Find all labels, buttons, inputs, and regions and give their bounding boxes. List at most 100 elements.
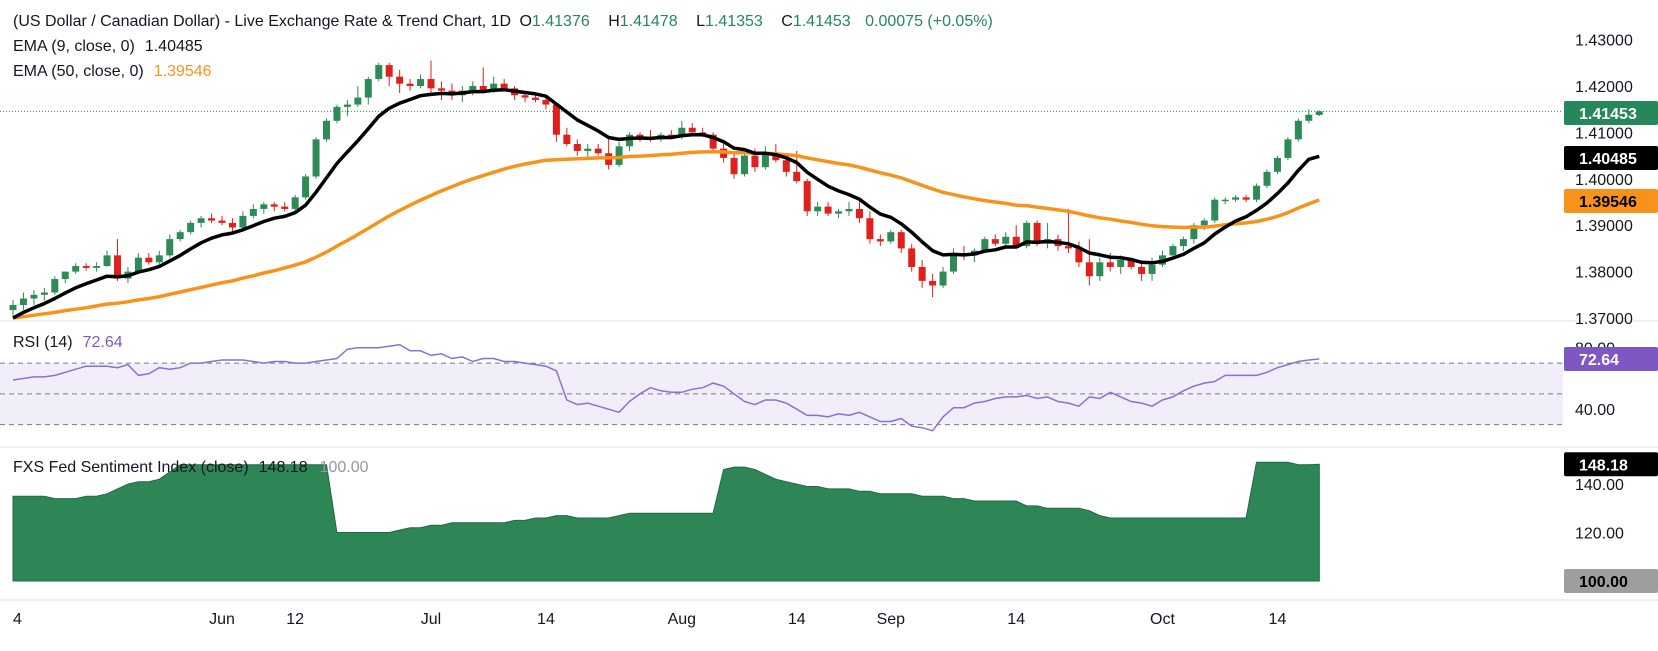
candle-body (521, 95, 529, 98)
candle-body (908, 248, 916, 267)
ema9-legend: EMA (9, close, 0) 1.40485 (13, 37, 207, 57)
price-tick-label: 1.38000 (1575, 265, 1633, 282)
candle-body (270, 204, 278, 207)
candle-body (772, 153, 780, 161)
candle-body (417, 79, 425, 86)
candle-body (1085, 262, 1093, 277)
time-tick-label: Oct (1150, 611, 1175, 628)
price-tick-label: 1.43000 (1575, 33, 1633, 50)
fxs-base-badge: 100.00 (1579, 574, 1628, 591)
rsi-band (0, 363, 1563, 425)
candle-body (61, 271, 69, 280)
candle-body (709, 134, 717, 149)
candle-body (385, 65, 393, 77)
candle-body (1294, 120, 1302, 140)
fxs-value: 148.18 (258, 459, 308, 476)
fxs-legend: FXS Fed Sentiment Index (close) 148.18 100… (13, 458, 373, 478)
ema9-badge: 1.40485 (1579, 151, 1637, 168)
candle-body (1023, 222, 1031, 247)
chart-title: (US Dollar / Canadian Dollar) - Live Exc… (13, 13, 511, 30)
candle-body (19, 298, 27, 306)
price-legend: (US Dollar / Canadian Dollar) - Live Exc… (13, 12, 997, 32)
candle-body (636, 134, 644, 138)
candle-body (929, 280, 937, 286)
candle-body (1305, 114, 1313, 121)
rsi-legend: RSI (14) 72.64 (13, 333, 127, 353)
candle-body (1148, 264, 1156, 274)
candle-body (584, 148, 592, 151)
candle-body (991, 239, 999, 244)
axes-layer: 1.43000 1.42000 1.41000 1.40000 1.39000 1.380… (0, 33, 1658, 628)
candle-body (563, 134, 571, 144)
candle-body (855, 208, 863, 219)
candle-body (1263, 171, 1271, 186)
candle-body (981, 239, 989, 251)
candle-body (93, 266, 101, 268)
candle-body (40, 292, 48, 295)
candle-body (866, 218, 874, 240)
candle-body (260, 204, 268, 209)
candle-body (228, 222, 236, 228)
candle-body (197, 218, 205, 223)
price-tick-label: 1.40000 (1575, 172, 1633, 189)
candle-body (918, 266, 926, 281)
candle-body (1315, 111, 1323, 115)
price-tick-label: 1.42000 (1575, 79, 1633, 96)
ema50-badge-bg (1564, 189, 1658, 213)
candle-body (9, 305, 17, 311)
ema50-badge: 1.39546 (1579, 194, 1637, 211)
candle-body (145, 257, 153, 263)
price-badge-bg (1564, 101, 1658, 125)
candle-body (532, 97, 539, 100)
candle-body (1242, 197, 1250, 200)
candle-body (626, 134, 634, 147)
candle-body (208, 218, 216, 221)
candle-body (333, 106, 341, 121)
time-tick-label: 14 (537, 611, 555, 628)
rsi-badge-bg (1564, 347, 1658, 372)
ema9-line (12, 87, 1320, 320)
open-label: O (519, 13, 532, 30)
ema50-legend: EMA (50, close, 0) 1.39546 (13, 62, 216, 82)
candle-body (1064, 246, 1072, 249)
price-tick-label: 1.37000 (1575, 311, 1633, 328)
candle-body (176, 232, 184, 240)
ema9-label: EMA (9, close, 0) (13, 38, 135, 55)
fxs-base-badge-bg (1564, 569, 1658, 593)
candle-body (897, 232, 905, 249)
candle-body (72, 266, 80, 272)
fxs-pane (12, 461, 1320, 582)
candle-body (615, 146, 623, 165)
candle-body (406, 83, 414, 86)
candle-body (187, 222, 195, 233)
candle-body (1190, 225, 1198, 240)
rsi-pane (0, 343, 1563, 432)
candle-body (1033, 222, 1041, 244)
time-tick-label: 12 (286, 611, 304, 628)
candle-body (1075, 248, 1083, 263)
candle-body (364, 79, 372, 98)
time-tick-label: Aug (668, 611, 696, 628)
fxs-area (12, 461, 1320, 582)
price-tick-label: 1.41000 (1575, 125, 1633, 142)
time-tick-label: Sep (877, 611, 906, 628)
candle-body (343, 104, 351, 107)
candle-body (835, 211, 843, 214)
candle-body (542, 99, 550, 105)
candle-body (302, 176, 310, 198)
rsi-line (12, 343, 1320, 432)
low-value: 1.41353 (704, 13, 763, 30)
candle-body (678, 127, 686, 138)
candle-body (1012, 236, 1020, 247)
candle-body (1096, 262, 1104, 277)
candle-body (1232, 197, 1240, 200)
rsi-badge: 72.64 (1579, 352, 1619, 369)
candle-body (594, 148, 602, 154)
candle-body (396, 76, 404, 84)
fxs-tick-label: 120.00 (1575, 526, 1624, 543)
candle-body (375, 65, 383, 80)
candle-body (1169, 246, 1177, 256)
time-tick-label: 4 (13, 611, 22, 628)
open-value: 1.41376 (531, 13, 590, 30)
